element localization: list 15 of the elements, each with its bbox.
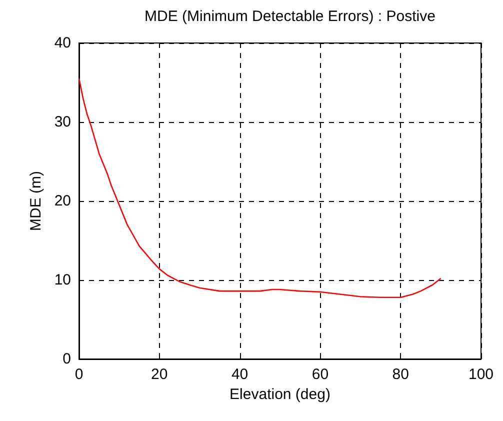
y-tick-label: 0 bbox=[62, 350, 71, 368]
x-tick-label: 100 bbox=[468, 366, 494, 383]
y-tick-label: 30 bbox=[54, 114, 71, 130]
line-series bbox=[78, 78, 442, 298]
x-tick-label: 40 bbox=[231, 366, 248, 383]
x-tick-label: 0 bbox=[74, 366, 84, 383]
y-tick-label: 20 bbox=[54, 192, 71, 210]
x-axis-title: Elevation (deg) bbox=[230, 386, 330, 403]
chart-title: MDE (Minimum Detectable Errors) : Postive bbox=[144, 8, 436, 25]
y-tick-label: 10 bbox=[54, 272, 71, 288]
y-tick-label: 40 bbox=[54, 34, 71, 52]
x-tick-label: 60 bbox=[312, 366, 329, 383]
x-tick-label: 20 bbox=[151, 366, 168, 383]
y-axis-title: MDE (m) bbox=[27, 171, 44, 231]
x-tick-label: 80 bbox=[392, 366, 409, 383]
